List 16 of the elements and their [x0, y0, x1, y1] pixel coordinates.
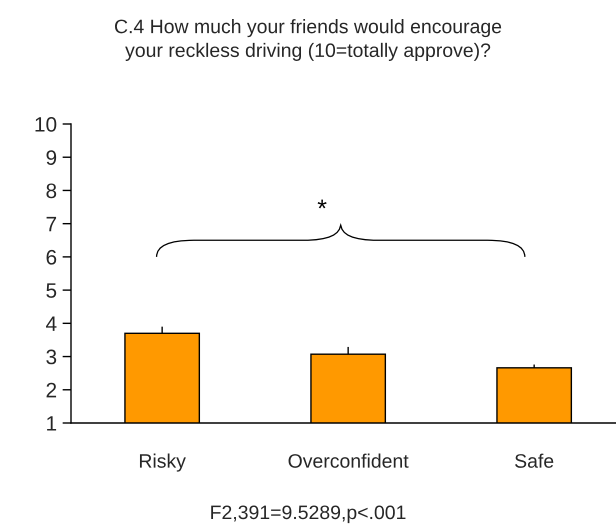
- text: F2,391=9.5289,p<.001: [211, 505, 406, 524]
- y-tick-label: 8: [46, 183, 56, 198]
- x-tick-label: Safe: [515, 454, 554, 468]
- annotation: *: [318, 200, 327, 208]
- x-tick-label: Overconfident: [288, 454, 409, 468]
- y-tick-label: 7: [46, 216, 56, 232]
- x-tick-label: Risky: [140, 454, 186, 472]
- y-tick-label: 9: [46, 150, 56, 165]
- y-tick-label: 2: [46, 382, 56, 398]
- chart-title: C.4 How much your friends would encourage your reckless driving (10=totally approve)?: [114, 19, 502, 61]
- y-tick-label: 4: [46, 316, 56, 331]
- y-tick-label: 6: [46, 250, 56, 265]
- y-tick-label: 10: [36, 117, 56, 132]
- y-tick-label: 1: [47, 416, 56, 431]
- y-tick-label: 5: [46, 283, 56, 298]
- y-tick-label: 3: [46, 350, 56, 364]
